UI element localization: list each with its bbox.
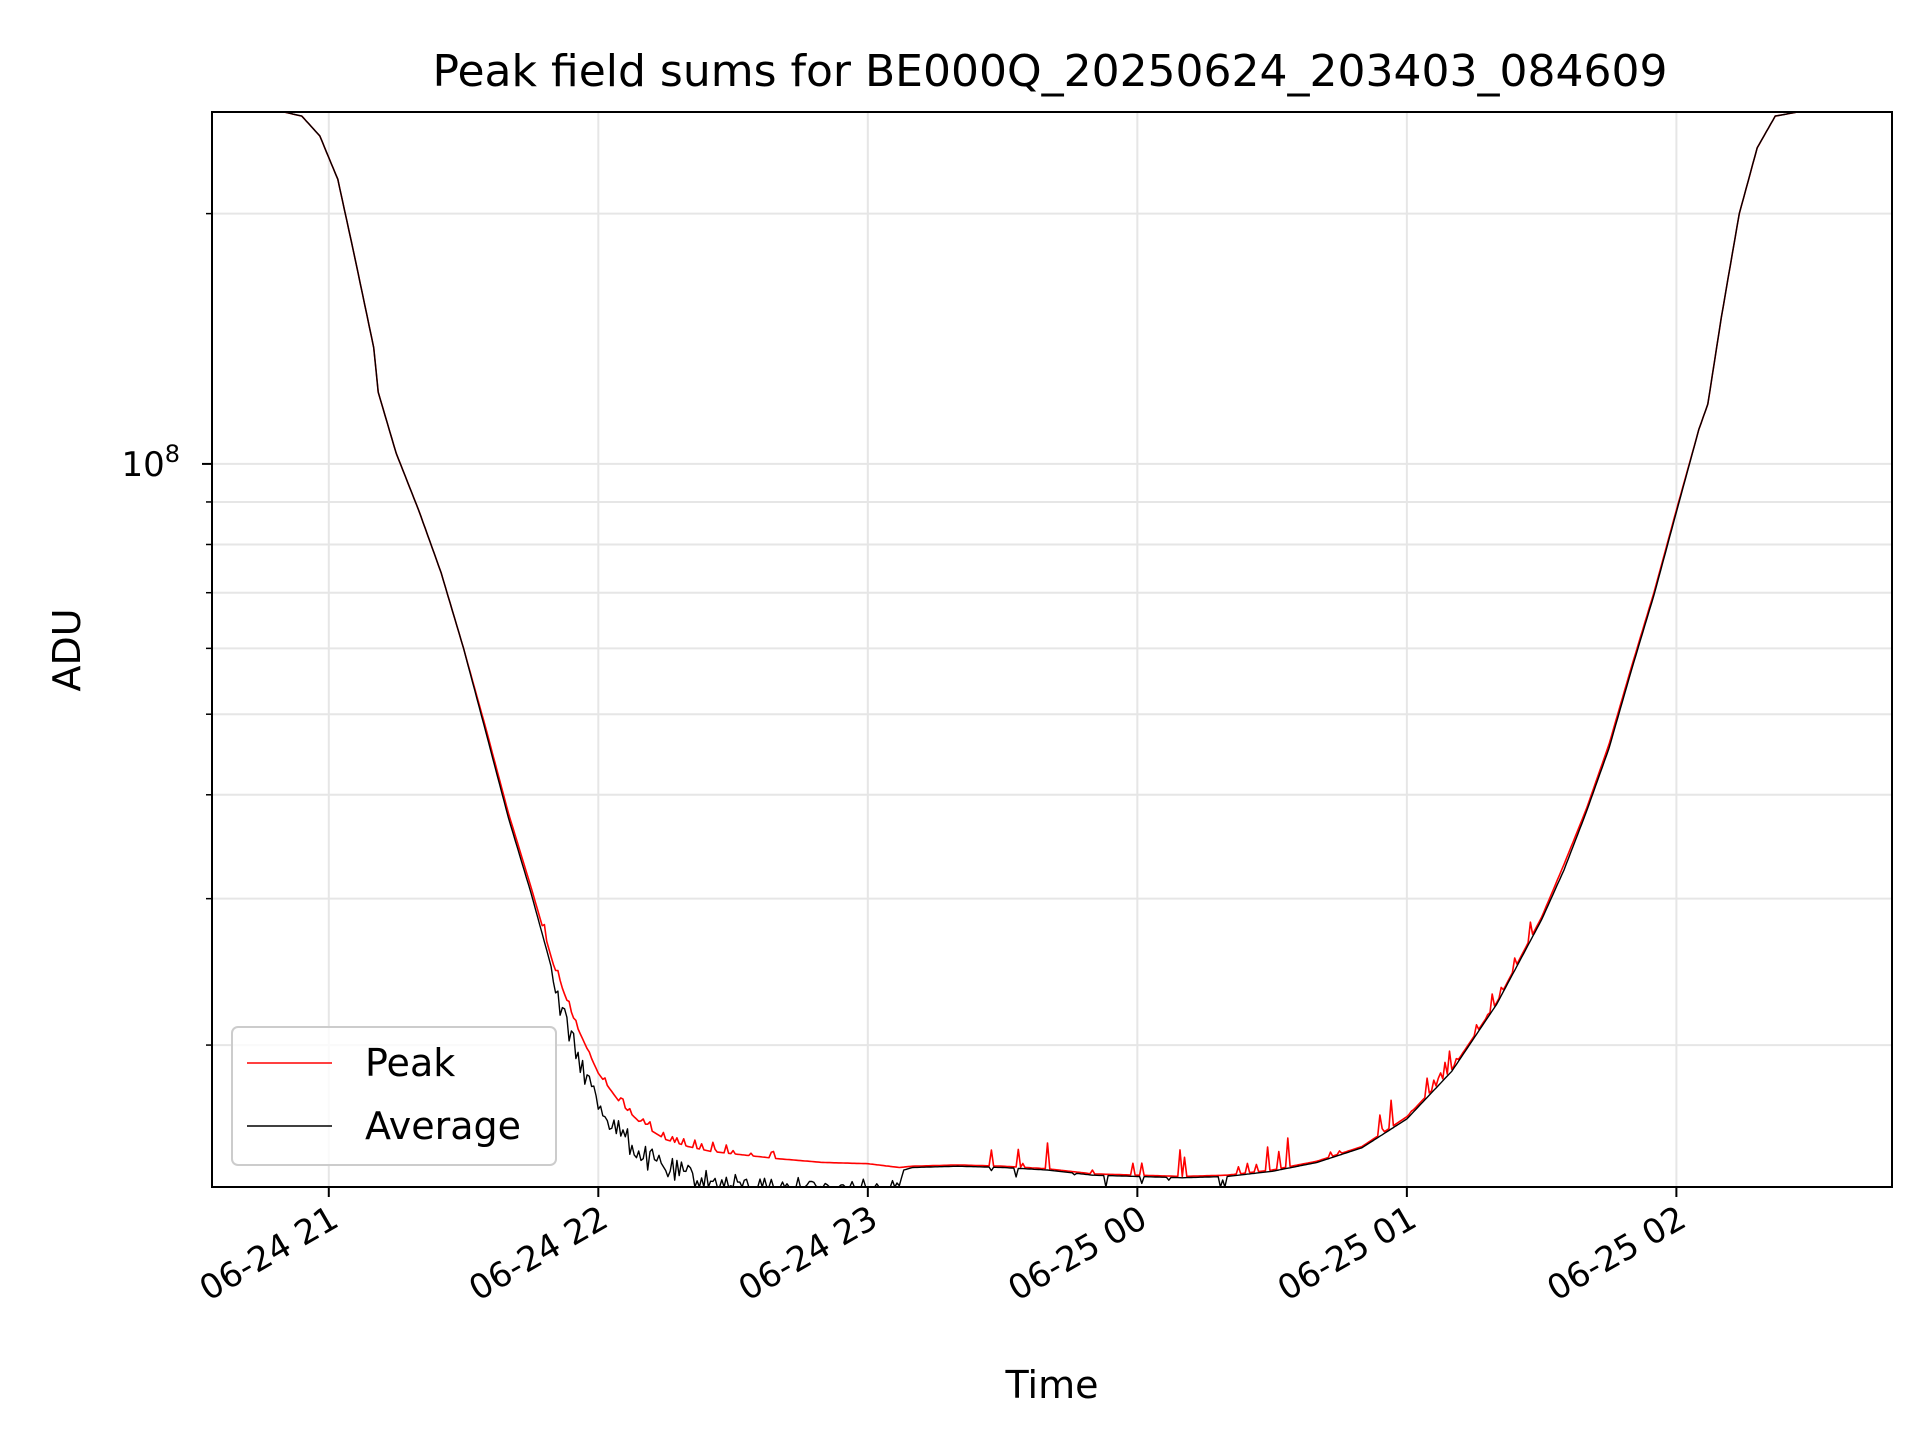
- legend-label-peak: Peak: [365, 1041, 455, 1085]
- series-line-average: [256, 111, 1798, 1188]
- series-line-peak: [256, 111, 1798, 1178]
- plot-background: [212, 112, 1892, 1187]
- series-layer: [256, 111, 1798, 1188]
- chart-title: Peak field sums for BE000Q_20250624_2034…: [433, 46, 1668, 97]
- plot-area: [211, 111, 1893, 1188]
- plot-frame: [211, 111, 1893, 1188]
- legend-box: [231, 1026, 557, 1166]
- y-axis: 108: [121, 212, 212, 1046]
- grid: [212, 112, 1892, 1187]
- y-axis-label: ADU: [45, 608, 89, 691]
- legend: Peak Average: [231, 1026, 557, 1166]
- x-axis-label: Time: [1005, 1363, 1099, 1407]
- legend-label-average: Average: [365, 1104, 521, 1148]
- y-tick-label: 108: [121, 440, 180, 485]
